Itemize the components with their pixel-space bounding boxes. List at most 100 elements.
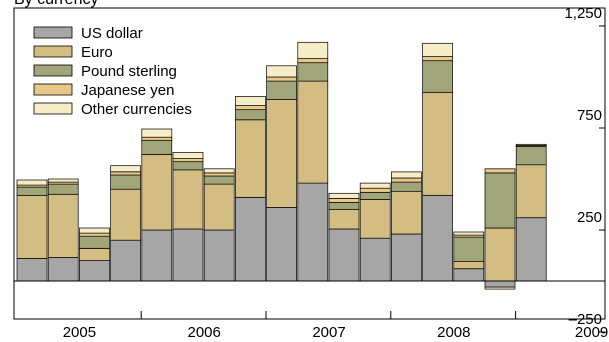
bar-segment: [141, 128, 173, 138]
bar-segment: [203, 229, 235, 282]
bar-segment: [110, 165, 141, 173]
legend-swatch: [33, 45, 73, 58]
bar-segment: [515, 164, 547, 219]
bar-segment: [47, 257, 79, 282]
x-tick-label: 2008: [437, 324, 470, 341]
bar-segment: [141, 154, 173, 231]
bar-segment: [235, 96, 266, 106]
bar-segment: [235, 197, 266, 282]
legend-label: US dollar: [81, 25, 143, 42]
bar-segment: [391, 181, 422, 192]
bar-segment: [235, 109, 266, 121]
legend-swatch: [33, 83, 73, 96]
bar-segment: [266, 99, 297, 208]
bar-segment: [484, 172, 516, 229]
legend-layer: US dollar Euro Pound sterling Japanese yen O…: [33, 25, 192, 118]
bar-segment: [422, 194, 453, 282]
bar-segment: [422, 42, 453, 57]
bar-segment: [391, 190, 422, 235]
bar-segment: [515, 143, 547, 146]
y-tick-label: 250: [577, 209, 602, 226]
bar-segment: [359, 187, 391, 193]
legend-label: Pound sterling: [81, 63, 177, 80]
bar-segment: [297, 80, 329, 184]
bar-segment: [391, 171, 422, 179]
bar-segment: [391, 177, 422, 183]
legend-label: Other currencies: [81, 101, 192, 118]
bar-segment: [172, 169, 204, 230]
bar-segment: [453, 268, 485, 282]
bar-segment: [141, 139, 173, 155]
y-tick-label: –250: [569, 311, 602, 328]
bar-segment: [422, 60, 453, 93]
bar-segment: [297, 41, 329, 59]
bar-segment: [515, 146, 547, 166]
bar-segment: [203, 175, 235, 185]
legend-swatch: [33, 26, 73, 39]
bar-segment: [328, 192, 360, 199]
x-tick-label: 2009: [575, 324, 608, 341]
bar-segment: [79, 260, 110, 282]
bar-segment: [359, 191, 391, 200]
bar-segment: [47, 183, 79, 195]
bar-segment: [203, 172, 235, 177]
legend-label: Japanese yen: [81, 82, 174, 99]
bar-segment: [328, 228, 360, 282]
bar-segment: [79, 235, 110, 249]
bar-segment: [141, 136, 173, 141]
bar-segment: [16, 186, 48, 196]
bar-segment: [359, 182, 391, 189]
legend-swatch: [33, 64, 73, 77]
bar-segment: [266, 207, 297, 282]
bar-segment: [110, 174, 141, 190]
bar-segment: [297, 182, 329, 282]
bar-segment: [297, 62, 329, 82]
bar-segment: [79, 248, 110, 261]
axes-layer: 1,250 750 250 –250 2005 2006 2007 2008 2009: [13, 5, 608, 341]
bar-segment: [453, 236, 485, 262]
bar-segment: [235, 119, 266, 198]
bar-segment: [47, 193, 79, 258]
bar-segment: [110, 188, 141, 241]
y-tick-label: 750: [577, 107, 602, 124]
chart-title: By currency: [14, 0, 98, 9]
bar-segment: [453, 231, 485, 236]
bar-segment: [266, 65, 297, 78]
bar-segment: [141, 229, 173, 282]
bar-segment: [172, 152, 204, 159]
bar-segment: [484, 286, 516, 290]
bar-segment: [359, 237, 391, 282]
bar-segment: [328, 202, 360, 210]
bar-segment: [422, 56, 453, 62]
bar-segment: [47, 178, 79, 183]
bar-segment: [203, 168, 235, 174]
plot-frame: [13, 7, 606, 320]
bar-segment: [172, 228, 204, 282]
x-tick-label: 2005: [63, 324, 96, 341]
bar-segment: [484, 168, 516, 174]
bar-segment: [172, 161, 204, 171]
bar-segment: [328, 209, 360, 230]
bar-segment: [16, 258, 48, 282]
bars-layer: [16, 41, 547, 290]
bar-segment: [79, 227, 110, 234]
bar-segment: [235, 105, 266, 111]
bar-segment: [266, 80, 297, 100]
bar-segment: [16, 179, 48, 186]
bar-segment: [515, 217, 547, 282]
bar-segment: [110, 239, 141, 282]
y-tick-label: 1,250: [564, 5, 602, 22]
bar-segment: [359, 199, 391, 239]
x-tick-label: 2007: [312, 324, 345, 341]
bar-segment: [453, 261, 485, 270]
bar-segment: [484, 227, 516, 282]
bar-segment: [203, 183, 235, 231]
bar-segment: [79, 232, 110, 237]
bar-segment: [266, 76, 297, 82]
x-tick-label: 2006: [188, 324, 221, 341]
bar-segment: [16, 194, 48, 259]
bar-segment: [391, 233, 422, 282]
bar-segment: [484, 280, 516, 288]
bar-segment: [328, 198, 360, 203]
